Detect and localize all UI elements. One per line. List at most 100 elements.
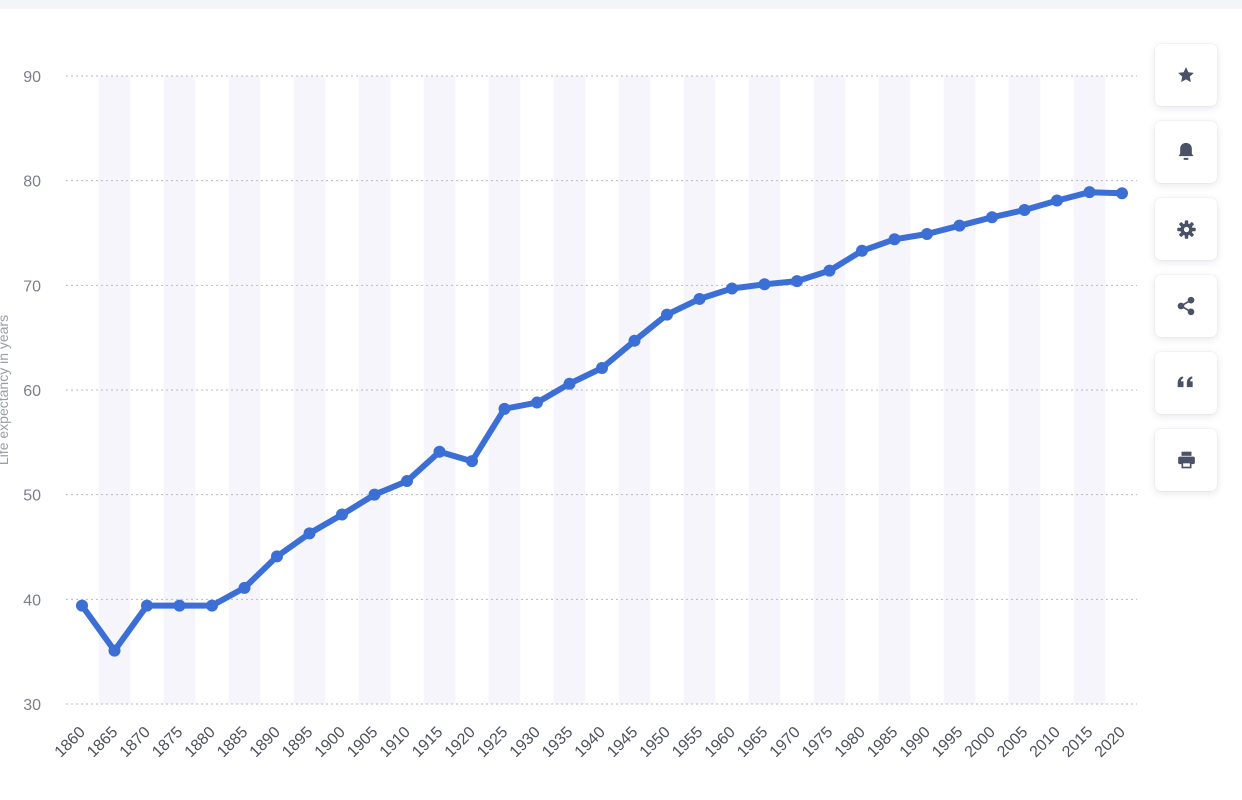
data-point xyxy=(823,264,836,277)
notification-button[interactable] xyxy=(1155,121,1217,183)
top-strip xyxy=(0,0,1242,9)
x-tick-label: 1990 xyxy=(897,724,934,761)
x-tick-label: 1940 xyxy=(572,724,609,761)
x-axis-ticks: 1860186518701875188018851890189519001905… xyxy=(52,724,1129,761)
column-band xyxy=(423,76,456,704)
gear-icon xyxy=(1176,219,1196,239)
x-tick-label: 2015 xyxy=(1059,724,1096,761)
data-point xyxy=(141,599,153,612)
data-point xyxy=(76,599,88,612)
column-bands xyxy=(98,76,1106,704)
cite-button[interactable] xyxy=(1155,352,1217,414)
data-point xyxy=(888,233,901,246)
x-tick-label: 1895 xyxy=(279,724,316,761)
x-tick-label: 1975 xyxy=(799,724,836,761)
x-tick-label: 1930 xyxy=(507,724,544,761)
x-tick-label: 1865 xyxy=(84,724,121,761)
x-tick-label: 1910 xyxy=(377,724,414,761)
data-point xyxy=(758,278,771,291)
column-band xyxy=(878,76,911,704)
x-tick-label: 1905 xyxy=(344,724,381,761)
series-points xyxy=(76,186,1128,657)
chart-area: 30 40 50 60 70 80 90 1860 1865 1870 1875 1880 1885 1… xyxy=(0,69,1137,761)
x-tick-label: 1950 xyxy=(637,724,674,761)
x-tick-label: 1915 xyxy=(409,724,446,761)
data-point xyxy=(953,219,966,232)
column-band xyxy=(943,76,976,704)
bell-icon xyxy=(1178,142,1194,160)
data-point xyxy=(303,527,316,540)
data-point xyxy=(336,508,348,521)
x-tick-label: 1925 xyxy=(474,724,511,761)
gridlines xyxy=(66,75,1137,705)
y-tick-label: 40 xyxy=(23,592,41,609)
data-point xyxy=(726,282,738,295)
x-tick-label: 1955 xyxy=(669,724,706,761)
data-point xyxy=(401,475,413,488)
data-point xyxy=(531,396,543,409)
y-tick-label: 80 xyxy=(23,174,41,191)
data-point xyxy=(986,211,998,224)
print-button[interactable] xyxy=(1155,429,1217,491)
column-band xyxy=(163,76,196,704)
column-band xyxy=(1008,76,1041,704)
x-tick-label: 2010 xyxy=(1027,724,1064,761)
quote-icon xyxy=(1177,376,1193,388)
column-band xyxy=(488,76,521,704)
share-icon xyxy=(1177,296,1195,316)
column-band xyxy=(293,76,326,704)
x-tick-label: 1960 xyxy=(702,724,739,761)
x-tick-label: 1890 xyxy=(247,724,284,761)
share-button[interactable] xyxy=(1155,275,1217,337)
data-point xyxy=(173,599,186,612)
x-tick-label: 1860 xyxy=(52,724,89,761)
x-tick-label: 2005 xyxy=(994,724,1031,761)
y-tick-label: 60 xyxy=(23,383,41,400)
x-tick-label: 1945 xyxy=(604,724,641,761)
data-point xyxy=(791,275,803,288)
y-axis-label: Life expectancy in years xyxy=(0,315,11,465)
data-point xyxy=(206,599,218,612)
column-band xyxy=(98,76,131,704)
x-tick-label: 1980 xyxy=(832,724,869,761)
column-band xyxy=(1073,76,1106,704)
x-tick-label: 1885 xyxy=(214,724,251,761)
x-tick-label: 1985 xyxy=(864,724,901,761)
favorite-button[interactable] xyxy=(1155,44,1217,106)
column-band xyxy=(228,76,261,704)
data-point xyxy=(433,445,446,458)
x-tick-label: 1965 xyxy=(734,724,771,761)
column-band xyxy=(748,76,781,704)
y-tick-label: 70 xyxy=(23,278,41,295)
x-tick-label: 2020 xyxy=(1092,724,1129,761)
data-point xyxy=(1083,186,1096,199)
data-point xyxy=(628,334,641,347)
x-tick-label: 1870 xyxy=(117,724,154,761)
data-point xyxy=(1116,187,1128,200)
data-point xyxy=(563,377,576,390)
y-tick-label: 50 xyxy=(23,488,41,505)
column-band xyxy=(813,76,846,704)
data-point xyxy=(661,308,673,321)
x-tick-label: 1970 xyxy=(767,724,804,761)
data-point xyxy=(466,455,478,468)
settings-button[interactable] xyxy=(1155,198,1217,260)
y-tick-label: 90 xyxy=(23,69,41,86)
chart-toolbar xyxy=(1155,44,1219,506)
data-point xyxy=(693,292,706,305)
x-tick-label: 1880 xyxy=(182,724,219,761)
column-band xyxy=(683,76,716,704)
y-axis-ticks: 30 40 50 60 70 80 90 xyxy=(23,69,41,714)
data-point xyxy=(108,644,121,657)
data-point xyxy=(856,244,868,257)
data-point xyxy=(368,488,381,501)
data-point xyxy=(238,581,251,594)
x-tick-label: 2000 xyxy=(962,724,999,761)
x-tick-label: 1920 xyxy=(442,724,479,761)
column-band xyxy=(618,76,651,704)
print-icon xyxy=(1177,451,1195,469)
data-point xyxy=(1051,194,1063,207)
data-point xyxy=(921,228,933,241)
x-tick-label: 1875 xyxy=(149,724,186,761)
